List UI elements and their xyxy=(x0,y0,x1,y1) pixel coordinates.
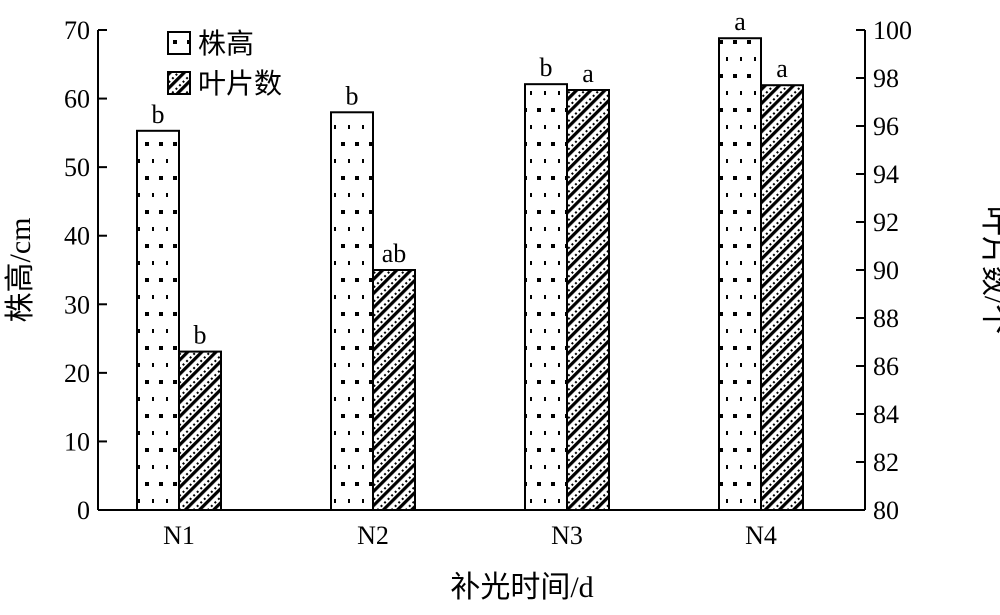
left-tick-label: 30 xyxy=(64,290,90,319)
right-tick-label: 82 xyxy=(873,448,899,477)
x-axis: N1 N2 N3 N4 xyxy=(163,521,777,550)
left-tick-label: 0 xyxy=(77,496,90,525)
left-y-axis: 0 10 20 30 40 50 60 70 xyxy=(64,16,107,525)
right-tick-label: 88 xyxy=(873,304,899,333)
left-tick-label: 40 xyxy=(64,222,90,251)
bar-leaf-count-n1 xyxy=(178,350,222,511)
right-tick-label: 84 xyxy=(873,400,899,429)
left-tick-label: 10 xyxy=(64,427,90,456)
bar-plant-height-n1 xyxy=(136,129,180,512)
bar-leaf-count-n4 xyxy=(760,84,804,511)
right-tick-label: 98 xyxy=(873,64,899,93)
right-y-axis: 80 82 84 86 88 90 92 94 96 98 100 xyxy=(856,16,912,525)
legend: 株高 叶片数 xyxy=(167,28,282,100)
significance-label: b xyxy=(540,53,553,82)
right-tick-label: 90 xyxy=(873,256,899,285)
significance-label: b xyxy=(194,321,207,350)
right-tick-label: 94 xyxy=(873,160,899,189)
x-tick-label: N3 xyxy=(551,521,583,550)
bar-leaf-count-n2 xyxy=(372,269,416,511)
significance-label: b xyxy=(152,100,165,129)
legend-label-leaf-count: 叶片数 xyxy=(198,68,282,100)
significance-label: a xyxy=(776,54,788,83)
right-tick-label: 96 xyxy=(873,112,899,141)
right-tick-label: 80 xyxy=(873,496,899,525)
legend-swatch-hatch xyxy=(167,71,191,95)
left-axis-title: 株高/cm xyxy=(4,218,37,323)
legend-swatch-dots xyxy=(167,31,191,55)
left-tick-label: 60 xyxy=(64,85,90,114)
bar-plant-height-n2 xyxy=(330,111,374,512)
legend-label-plant-height: 株高 xyxy=(198,28,254,60)
significance-label: ab xyxy=(382,239,407,268)
right-tick-label: 100 xyxy=(873,16,912,45)
significance-label: b xyxy=(346,81,359,110)
significance-label: a xyxy=(582,59,594,88)
x-axis-title: 补光时间/d xyxy=(450,571,593,604)
x-tick-label: N1 xyxy=(163,521,195,550)
left-tick-label: 20 xyxy=(64,359,90,388)
right-tick-label: 86 xyxy=(873,352,899,381)
bar-plant-height-n4 xyxy=(718,37,762,511)
left-tick-label: 70 xyxy=(64,16,90,45)
x-tick-label: N2 xyxy=(357,521,389,550)
significance-label: a xyxy=(734,7,746,36)
right-axis-title: 叶片数/个 xyxy=(978,206,1000,334)
x-tick-label: N4 xyxy=(745,521,777,550)
right-tick-label: 92 xyxy=(873,208,899,237)
bar-leaf-count-n3 xyxy=(566,89,610,511)
left-tick-label: 50 xyxy=(64,153,90,182)
bar-plant-height-n3 xyxy=(524,83,568,512)
